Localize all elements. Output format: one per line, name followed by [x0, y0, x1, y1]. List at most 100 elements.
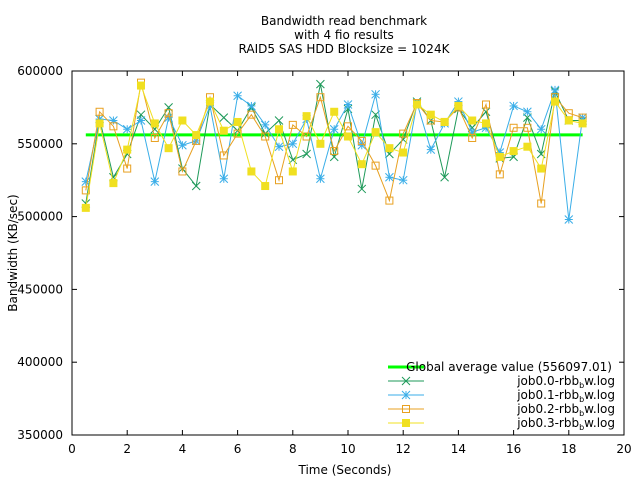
- legend-label-subscript: b: [579, 409, 584, 418]
- data-point: [260, 120, 270, 130]
- y-tick-label: 450000: [17, 282, 63, 296]
- data-point: [95, 119, 104, 128]
- x-tick-label: 18: [561, 442, 576, 456]
- data-point: [178, 116, 187, 125]
- data-point: [399, 129, 408, 138]
- data-point: [150, 177, 160, 187]
- y-tick-label: 350000: [17, 428, 63, 442]
- data-point: [330, 107, 339, 116]
- data-point: [316, 174, 325, 184]
- data-point: [178, 140, 187, 150]
- data-point: [468, 116, 477, 125]
- data-point: [468, 133, 477, 142]
- data-point: [109, 179, 118, 188]
- data-point: [275, 176, 283, 185]
- data-point: [261, 132, 270, 141]
- data-point: [523, 142, 532, 151]
- data-point: [164, 109, 173, 118]
- data-point: [122, 124, 132, 134]
- legend-label-end: w.log: [584, 374, 615, 388]
- data-point: [440, 172, 449, 182]
- legend-label-main: job0.0-rbb: [516, 374, 579, 388]
- data-point: [385, 172, 394, 182]
- data-point: [343, 100, 353, 109]
- x-tick-label: 16: [506, 442, 521, 456]
- legend-item-average: Global average value (556097.01): [388, 360, 612, 374]
- legend-label: job0.3-rbbbw.log: [516, 416, 615, 432]
- data-point: [274, 142, 284, 152]
- data-point: [316, 93, 325, 102]
- data-point: [288, 139, 298, 149]
- data-point: [495, 170, 504, 179]
- data-point: [316, 139, 325, 148]
- x-tick-label: 20: [616, 442, 631, 456]
- data-point: [178, 167, 187, 176]
- data-point: [495, 152, 504, 161]
- legend-label-main: job0.2-rbb: [516, 402, 579, 416]
- legend-label-main: job0.3-rbb: [516, 416, 579, 430]
- data-point: [537, 199, 546, 208]
- x-tick-label: 6: [234, 442, 242, 456]
- y-axis-label: Bandwidth (KB/sec): [6, 194, 20, 311]
- data-point: [247, 101, 256, 111]
- data-point: [357, 136, 366, 145]
- data-point: [357, 160, 366, 169]
- data-point: [523, 107, 532, 117]
- data-point: [247, 167, 256, 176]
- data-point: [164, 144, 173, 153]
- series-line-2: [85, 82, 583, 204]
- data-point: [481, 107, 491, 117]
- data-point: [482, 100, 490, 109]
- axis-ticks: 0 2 4 6 8 10 12 14 16 18 20 350000 400000 450000 50000…: [17, 64, 631, 456]
- data-point: [399, 148, 408, 157]
- data-point: [330, 147, 339, 156]
- data-point: [302, 149, 311, 159]
- legend-item-1: job0.1-rbbbw.log: [388, 388, 615, 404]
- chart-title-line-1: Bandwidth read benchmark: [261, 14, 427, 28]
- data-point: [288, 167, 297, 176]
- series-2: [81, 78, 587, 208]
- x-tick-label: 0: [68, 442, 76, 456]
- series-3: [81, 81, 587, 212]
- data-point: [371, 161, 380, 170]
- data-point: [329, 124, 339, 134]
- data-point: [261, 182, 270, 191]
- data-point: [81, 203, 90, 212]
- data-point: [523, 123, 532, 132]
- data-point: [123, 164, 132, 173]
- data-point: [357, 184, 367, 194]
- y-tick-label: 600000: [17, 64, 63, 78]
- chart-title-line-3: RAID5 SAS HDD Blocksize = 1024K: [239, 42, 451, 56]
- data-point: [413, 100, 421, 109]
- data-point: [219, 126, 228, 135]
- data-point: [150, 119, 159, 128]
- data-point: [426, 145, 436, 154]
- data-point: [551, 97, 559, 106]
- data-point: [564, 116, 573, 125]
- data-point: [81, 177, 91, 187]
- data-point: [302, 112, 311, 121]
- chart-title-line-2: with 4 fio results: [294, 28, 394, 42]
- data-point: [288, 120, 297, 129]
- legend-label-end: w.log: [584, 416, 615, 430]
- x-tick-label: 14: [451, 442, 466, 456]
- legend-label-end: w.log: [584, 388, 615, 402]
- data-point: [233, 91, 242, 101]
- data-point: [440, 117, 449, 126]
- series-layer: [81, 78, 587, 224]
- data-point: [344, 122, 352, 131]
- legend-marker: [401, 376, 411, 386]
- data-point: [150, 133, 159, 142]
- y-tick-label: 500000: [17, 210, 63, 224]
- data-point: [578, 119, 587, 128]
- legend-label-subscript: b: [579, 395, 584, 404]
- plot-frame: [71, 70, 625, 436]
- x-tick-label: 10: [340, 442, 355, 456]
- data-point: [398, 175, 408, 185]
- legend-label-main: job0.1-rbb: [516, 388, 579, 402]
- legend-label-end: w.log: [584, 402, 615, 416]
- y-tick-label: 400000: [17, 355, 63, 369]
- data-point: [95, 107, 104, 116]
- legend-item-2: job0.2-rbbbw.log: [388, 402, 615, 418]
- data-point: [564, 215, 574, 224]
